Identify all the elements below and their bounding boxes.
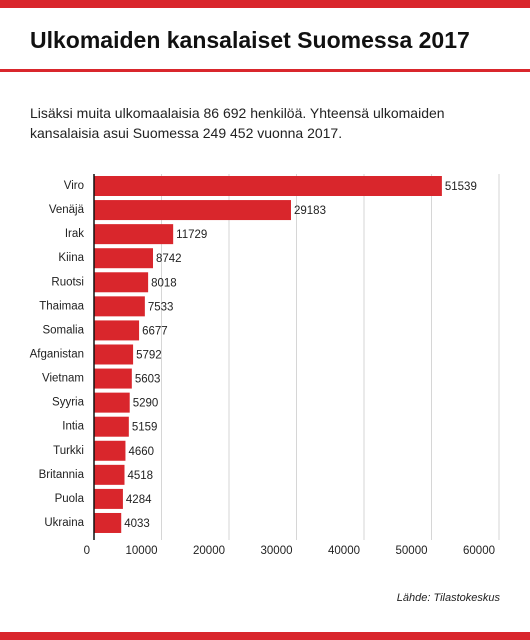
- bar: [94, 368, 132, 389]
- value-label: 4284: [126, 494, 152, 506]
- bar: [94, 200, 291, 221]
- y-tick-label: Venäjä: [49, 204, 85, 216]
- value-label: 5792: [136, 350, 162, 362]
- value-label: 51539: [445, 181, 477, 193]
- y-tick-label: Afganistan: [30, 349, 84, 361]
- value-label: 5603: [135, 374, 161, 386]
- value-label: 5159: [132, 422, 158, 434]
- bar: [94, 320, 140, 341]
- title-rule: [0, 69, 530, 72]
- bar: [94, 296, 145, 317]
- bar: [94, 464, 125, 485]
- value-label: 5290: [133, 398, 159, 410]
- y-tick-label: Puola: [55, 493, 85, 505]
- value-label: 7533: [148, 301, 174, 313]
- y-tick-label: Viro: [64, 180, 84, 192]
- x-tick-label: 30000: [261, 545, 293, 557]
- bar: [94, 392, 130, 413]
- bar: [94, 176, 442, 196]
- value-label: 6677: [142, 325, 168, 337]
- bar: [94, 416, 129, 437]
- y-tick-label: Syyria: [52, 397, 85, 409]
- bottom-bar: [0, 632, 530, 640]
- bar: [94, 440, 126, 461]
- bar: [94, 248, 154, 269]
- bar: [94, 272, 149, 293]
- value-label: 4660: [128, 446, 154, 458]
- x-tick-label: 20000: [193, 545, 225, 557]
- x-tick-label: 0: [84, 545, 90, 557]
- value-label: 4518: [127, 470, 153, 482]
- y-tick-label: Vietnam: [42, 373, 84, 385]
- y-tick-label: Somalia: [42, 324, 84, 336]
- y-tick-label: Ruotsi: [51, 276, 84, 288]
- y-tick-label: Thaimaa: [39, 300, 84, 312]
- bar: [94, 224, 174, 245]
- y-tick-label: Irak: [65, 228, 84, 240]
- x-tick-label: 50000: [396, 545, 428, 557]
- source: Lähde: Tilastokeskus: [397, 592, 501, 604]
- chart-title: Ulkomaiden kansalaiset Suomessa 2017: [30, 27, 470, 53]
- x-tick-label: 40000: [328, 545, 360, 557]
- bar: [94, 512, 122, 533]
- value-label: 4033: [124, 518, 150, 530]
- value-label: 29183: [294, 205, 326, 217]
- top-bar: [0, 0, 530, 8]
- y-tick-label: Intia: [62, 421, 84, 433]
- value-label: 11729: [176, 229, 207, 241]
- y-tick-label: Turkki: [53, 445, 84, 457]
- y-tick-label: Britannia: [39, 469, 85, 481]
- x-tick-label: 10000: [126, 545, 158, 557]
- bar: [94, 488, 123, 509]
- value-label: 8742: [156, 253, 182, 265]
- bar: [94, 344, 134, 365]
- value-label: 8018: [151, 277, 177, 289]
- x-tick-label: 60000: [463, 545, 495, 557]
- y-tick-label: Ukraina: [44, 517, 84, 529]
- y-tick-label: Kiina: [58, 252, 84, 264]
- subtitle: Lisäksi muita ulkomaalaisia 86 692 henki…: [30, 105, 445, 141]
